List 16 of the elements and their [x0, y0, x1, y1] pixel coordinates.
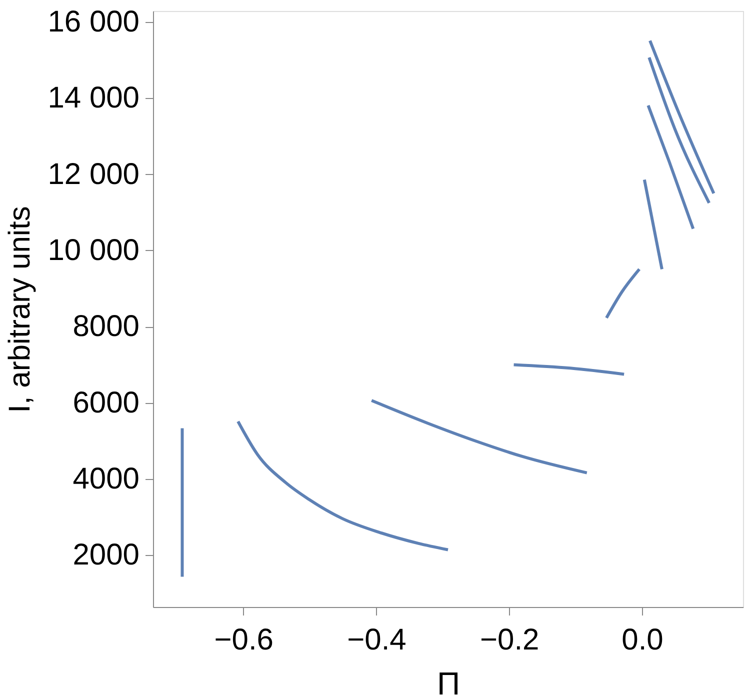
x-tick-label: −0.6: [214, 624, 274, 656]
y-tick-label: 16 000: [48, 6, 140, 39]
x-tick-label: 0.0: [622, 624, 664, 656]
line-series: [370, 399, 588, 474]
x-tick-label: −0.4: [347, 624, 406, 656]
y-tick-label: 14 000: [48, 82, 140, 115]
y-tick-label: 10 000: [48, 234, 140, 267]
y-tick-label: 8000: [72, 310, 140, 344]
y-tick-label: 2000: [72, 538, 140, 572]
line-series: [236, 420, 450, 552]
x-tick-label: −0.2: [480, 624, 540, 656]
y-tick-label: 12 000: [48, 158, 140, 191]
y-axis-title: I, arbitrary units: [4, 206, 37, 413]
y-tick-label: 6000: [72, 386, 140, 420]
y-tick-label: 4000: [72, 462, 140, 496]
x-axis-title: Π: [436, 666, 460, 698]
